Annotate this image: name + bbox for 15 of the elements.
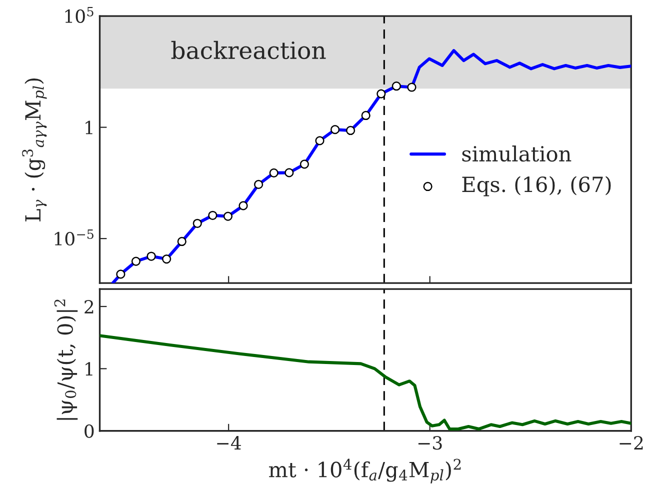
y-tick-label: 1 bbox=[86, 362, 92, 376]
legend-label: Eqs. (16), (67) bbox=[462, 176, 611, 196]
y-tick-label: 1 bbox=[86, 120, 92, 134]
x-tick-label: −2 bbox=[620, 436, 643, 450]
text: mt · 10$^{4}$(f$_{a}$/g$_{4}$M$_{pl}$)$^{2}$ bbox=[269, 458, 461, 484]
x-tick-label: −4 bbox=[217, 436, 241, 450]
legend-label: simulation bbox=[462, 146, 572, 162]
x-tick-label: −3 bbox=[418, 436, 442, 450]
y-tick-label: 2 bbox=[84, 300, 94, 314]
band-label: backreaction bbox=[171, 40, 326, 60]
y-tick-label: 0 bbox=[84, 424, 94, 438]
y-axis-title: L$_{γ}$ · (g$^{3}$$_{aγγ}$M$_{pl}$) bbox=[22, 78, 47, 222]
y-axis-title: |ψ$_{0}$/ψ(t, 0)|$^{2}$ bbox=[54, 300, 78, 420]
y-tick-label: 10$^{−5}$ bbox=[54, 230, 94, 246]
y-tick-label: 10$^{5}$ bbox=[65, 7, 94, 24]
